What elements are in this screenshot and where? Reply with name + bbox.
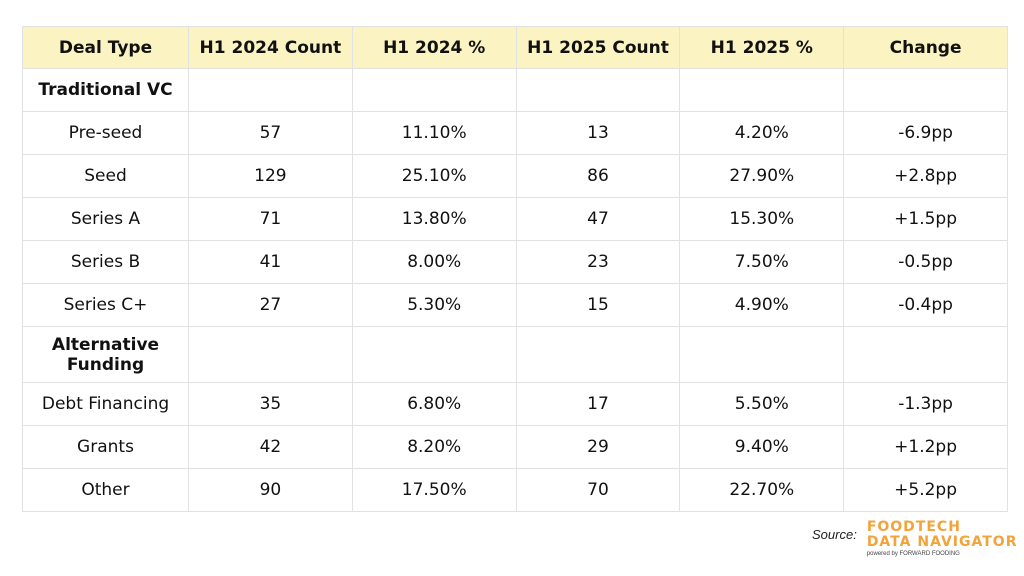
table-cell: 8.20% <box>351 425 517 469</box>
table-row: Other 90 17.50% 70 22.70% +5.2pp <box>22 468 1008 512</box>
table-cell: 41 <box>188 240 353 284</box>
table-cell: +2.8pp <box>843 154 1008 198</box>
table-cell: -6.9pp <box>843 111 1008 155</box>
table-cell: 9.40% <box>679 425 845 469</box>
table-cell: 57 <box>188 111 353 155</box>
table-row: Series A 71 13.80% 47 15.30% +1.5pp <box>22 197 1008 241</box>
table-cell <box>515 68 681 112</box>
table-cell: 6.80% <box>351 382 517 426</box>
header-h1-2025-count: H1 2025 Count <box>515 26 681 69</box>
header-h1-2024-count: H1 2024 Count <box>188 26 353 69</box>
table-cell: 17 <box>515 382 681 426</box>
table-cell <box>515 326 681 383</box>
table-cell: +5.2pp <box>843 468 1008 512</box>
source-label: Source: <box>812 527 857 542</box>
table-cell: 4.90% <box>679 283 845 327</box>
table-cell: 5.50% <box>679 382 845 426</box>
table-cell: +1.5pp <box>843 197 1008 241</box>
table-cell <box>351 326 517 383</box>
table-row: Seed 129 25.10% 86 27.90% +2.8pp <box>22 154 1008 198</box>
deal-type-table: Deal Type H1 2024 Count H1 2024 % H1 202… <box>22 26 1008 512</box>
table-row: Pre-seed 57 11.10% 13 4.20% -6.9pp <box>22 111 1008 155</box>
table-cell <box>679 68 845 112</box>
header-h1-2024-pct: H1 2024 % <box>351 26 517 69</box>
row-label: Series A <box>22 197 189 241</box>
table-cell <box>188 326 353 383</box>
table-cell: 27 <box>188 283 353 327</box>
section-row: Alternative Funding <box>22 326 1008 383</box>
logo-line-2: DATA NAVIGATOR <box>866 534 1018 550</box>
section-label: Alternative Funding <box>22 326 189 383</box>
table-cell: 5.30% <box>351 283 517 327</box>
table-cell: 13.80% <box>351 197 517 241</box>
row-label: Series B <box>22 240 189 284</box>
header-change: Change <box>843 26 1008 69</box>
table-cell <box>843 326 1008 383</box>
table-cell: 35 <box>188 382 353 426</box>
table-cell: 8.00% <box>351 240 517 284</box>
section-row: Traditional VC <box>22 68 1008 112</box>
table-cell: -0.5pp <box>843 240 1008 284</box>
table-cell: 47 <box>515 197 681 241</box>
logo-line-3: powered by FORWARD FOODING <box>866 551 960 557</box>
table-cell: 27.90% <box>679 154 845 198</box>
table-cell: +1.2pp <box>843 425 1008 469</box>
table-cell: 70 <box>515 468 681 512</box>
table-body: Traditional VC Pre-seed 57 11.10% 13 4.20% -6.… <box>22 68 1008 512</box>
table-cell: 22.70% <box>679 468 845 512</box>
table-cell: 15 <box>515 283 681 327</box>
header-row: Deal Type H1 2024 Count H1 2024 % H1 202… <box>22 26 1008 69</box>
row-label: Series C+ <box>22 283 189 327</box>
foodtech-data-navigator-logo: FOODTECH DATA NAVIGATOR powered by FORWA… <box>867 520 1018 557</box>
table-cell: 7.50% <box>679 240 845 284</box>
source-credit: Source: FOODTECH DATA NAVIGATOR powered … <box>812 520 1017 557</box>
logo-line-1: FOODTECH <box>866 519 961 535</box>
table-cell: 13 <box>515 111 681 155</box>
row-label: Grants <box>22 425 189 469</box>
table-cell: 129 <box>188 154 353 198</box>
table-cell: 15.30% <box>679 197 845 241</box>
section-label: Traditional VC <box>22 68 189 112</box>
table-row: Debt Financing 35 6.80% 17 5.50% -1.3pp <box>22 382 1008 426</box>
table-cell: 4.20% <box>679 111 845 155</box>
row-label: Other <box>22 468 189 512</box>
table-cell <box>351 68 517 112</box>
row-label: Seed <box>22 154 189 198</box>
row-label: Debt Financing <box>22 382 189 426</box>
table-cell: 71 <box>188 197 353 241</box>
table-cell: 86 <box>515 154 681 198</box>
table-cell <box>188 68 353 112</box>
table-cell: 23 <box>515 240 681 284</box>
table-cell: 29 <box>515 425 681 469</box>
table-cell: 90 <box>188 468 353 512</box>
table-cell: 11.10% <box>351 111 517 155</box>
table-row: Grants 42 8.20% 29 9.40% +1.2pp <box>22 425 1008 469</box>
row-label: Pre-seed <box>22 111 189 155</box>
table-row: Series C+ 27 5.30% 15 4.90% -0.4pp <box>22 283 1008 327</box>
table-cell: 17.50% <box>351 468 517 512</box>
table-cell: -0.4pp <box>843 283 1008 327</box>
table-cell: -1.3pp <box>843 382 1008 426</box>
table-cell <box>843 68 1008 112</box>
table-cell <box>679 326 845 383</box>
table-row: Series B 41 8.00% 23 7.50% -0.5pp <box>22 240 1008 284</box>
table-cell: 42 <box>188 425 353 469</box>
header-h1-2025-pct: H1 2025 % <box>679 26 845 69</box>
header-deal-type: Deal Type <box>22 26 189 69</box>
table-cell: 25.10% <box>351 154 517 198</box>
